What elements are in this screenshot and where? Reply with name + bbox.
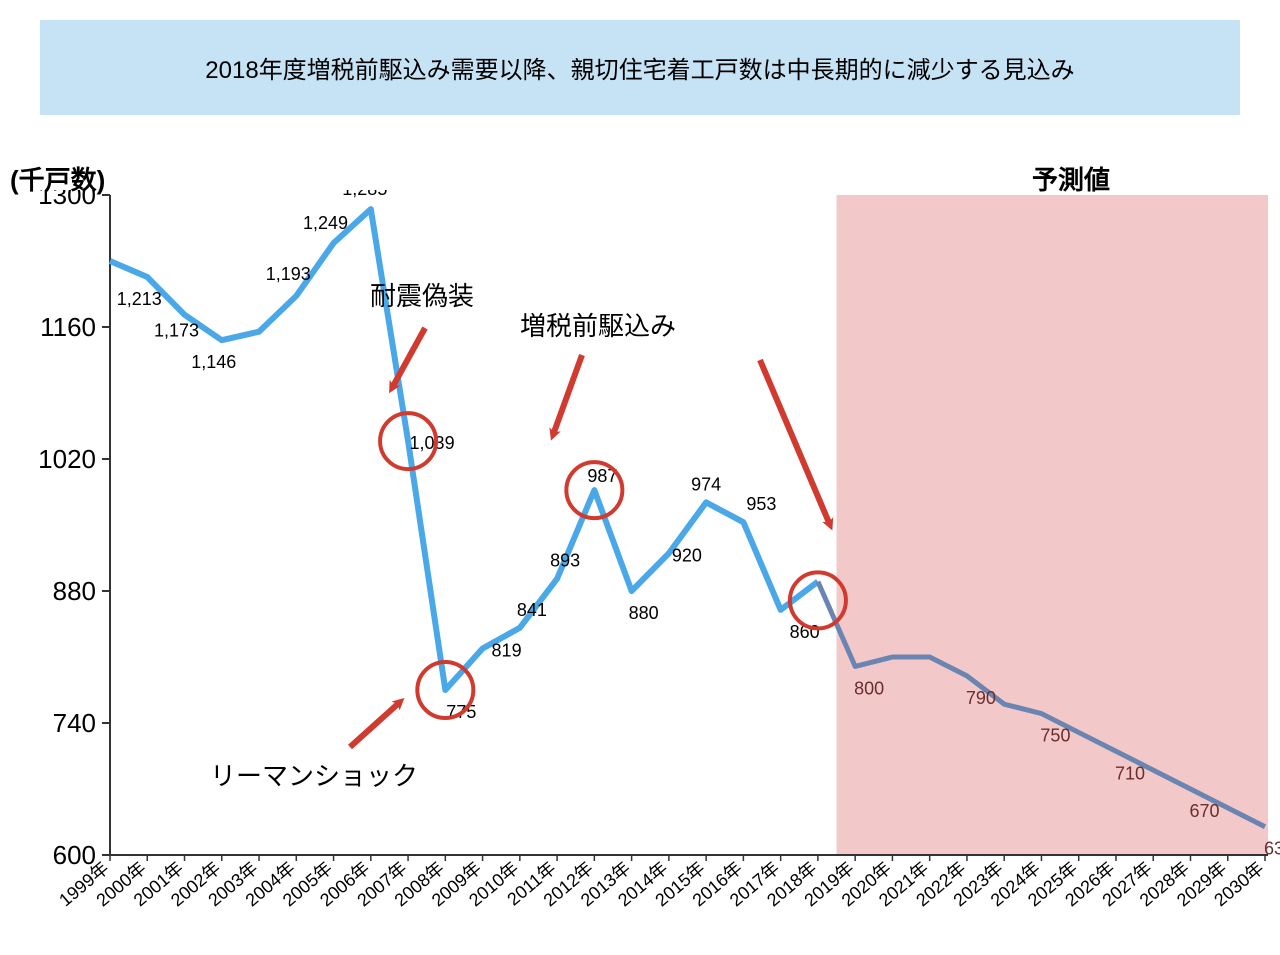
annotation-text: 耐震偽装 bbox=[370, 281, 474, 311]
data-label: 841 bbox=[517, 600, 547, 620]
annotation-arrow bbox=[350, 702, 400, 747]
forecast-region bbox=[837, 195, 1268, 855]
data-label: 893 bbox=[550, 551, 580, 571]
data-label: 1,249 bbox=[303, 213, 348, 233]
data-label: 880 bbox=[629, 603, 659, 623]
annotation-text: リーマンショック bbox=[210, 761, 418, 791]
data-label: 1,285 bbox=[342, 190, 387, 199]
data-label: 920 bbox=[672, 545, 702, 565]
data-label: 819 bbox=[492, 641, 522, 661]
data-label: 1,193 bbox=[266, 264, 311, 284]
data-label: 1,039 bbox=[410, 433, 455, 453]
forecast-label: 630 bbox=[1264, 839, 1280, 859]
annotation-arrow bbox=[553, 355, 582, 435]
ytick-label: 1020 bbox=[38, 444, 96, 474]
title-banner: 2018年度増税前駆込み需要以降、親切住宅着工戸数は中長期的に減少する見込み bbox=[40, 20, 1240, 115]
forecast-label: 750 bbox=[1040, 726, 1070, 746]
forecast-label: 670 bbox=[1189, 801, 1219, 821]
ytick-label: 1300 bbox=[38, 190, 96, 210]
ytick-label: 880 bbox=[53, 576, 96, 606]
forecast-label: 790 bbox=[966, 688, 996, 708]
ytick-label: 740 bbox=[53, 708, 96, 738]
data-label: 1,146 bbox=[191, 352, 236, 372]
data-label: 1,213 bbox=[117, 289, 162, 309]
data-label: 974 bbox=[691, 474, 721, 494]
forecast-label: 800 bbox=[854, 678, 884, 698]
forecast-label: 710 bbox=[1115, 763, 1145, 783]
annotation-text: 増税前駆込み bbox=[520, 311, 676, 341]
data-label: 1,173 bbox=[154, 321, 199, 341]
chart-svg: 6007408801020116013001999年2000年2001年2002… bbox=[0, 190, 1280, 950]
title-text: 2018年度増税前駆込み需要以降、親切住宅着工戸数は中長期的に減少する見込み bbox=[205, 50, 1074, 85]
data-label: 953 bbox=[746, 494, 776, 514]
ytick-label: 1160 bbox=[40, 312, 96, 342]
